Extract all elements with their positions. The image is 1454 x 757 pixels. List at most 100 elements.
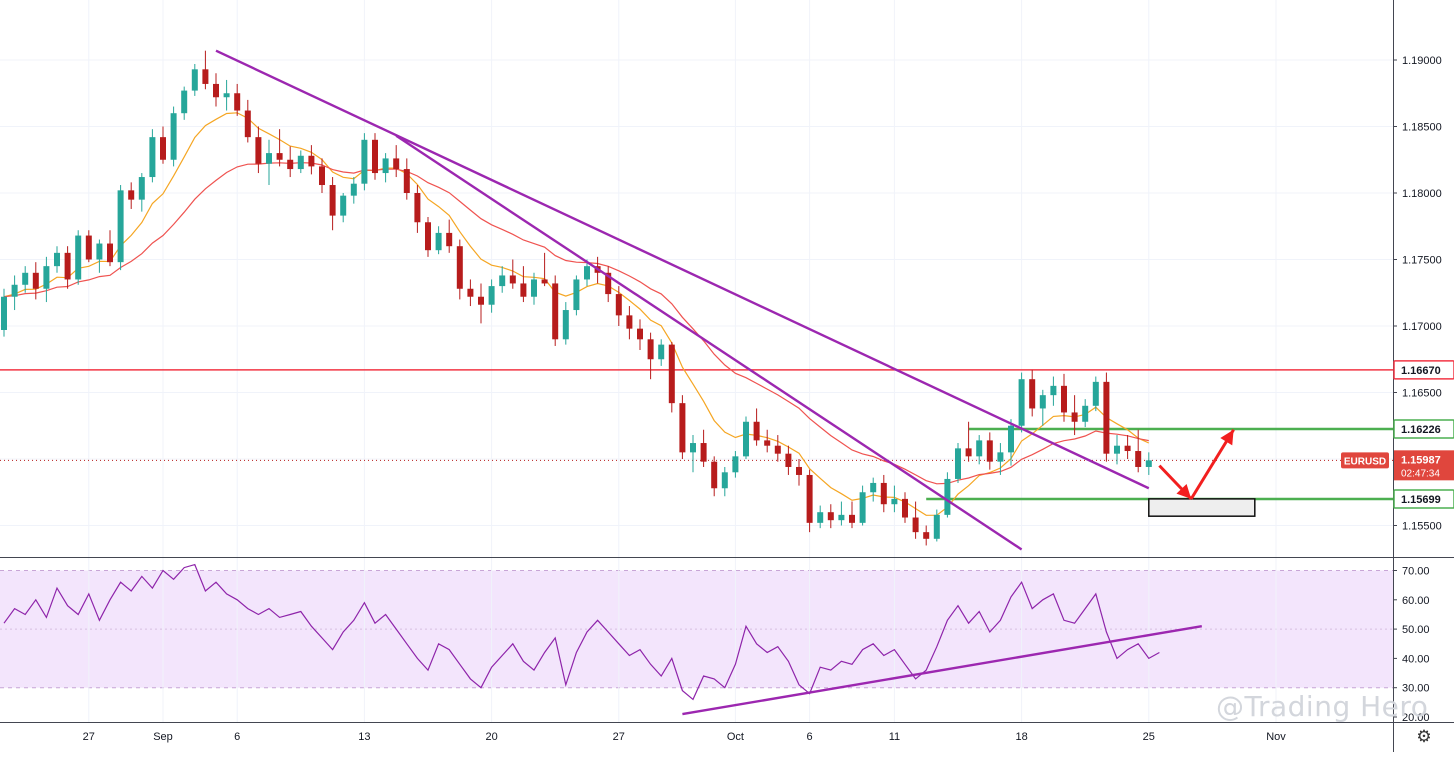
candle-body [615, 294, 622, 316]
candle-body [244, 110, 251, 138]
candle [817, 505, 824, 529]
candle [287, 146, 294, 178]
bar-countdown: 02:47:34 [1401, 468, 1440, 479]
candle-body [817, 512, 824, 523]
candle-body [721, 472, 728, 489]
candle-body [499, 275, 506, 287]
candle-body [986, 440, 993, 462]
candle [478, 283, 484, 324]
price-tick-label: 1.19000 [1402, 55, 1442, 67]
candle-body [54, 252, 60, 267]
symbol-badge [1341, 452, 1389, 469]
candle-body [541, 279, 548, 284]
candle [806, 469, 813, 533]
candle-body [944, 478, 951, 515]
candle [785, 445, 792, 475]
candle [213, 73, 219, 107]
time-tick-label: 27 [83, 731, 95, 743]
candle [43, 256, 50, 303]
candle [1008, 419, 1014, 466]
candle [1, 288, 7, 337]
time-tick-label: 27 [613, 731, 625, 743]
candle-body [711, 461, 718, 489]
candle [690, 435, 696, 473]
candle [54, 246, 60, 273]
candle-body [690, 443, 696, 453]
candle [160, 126, 166, 164]
candle [266, 139, 272, 186]
current-price-tag [1394, 450, 1454, 481]
candle-body [562, 310, 569, 340]
candle [679, 395, 686, 459]
candle [796, 459, 802, 486]
candle [191, 63, 198, 96]
candle [859, 485, 866, 526]
candle-body [234, 93, 241, 111]
candle-body [870, 482, 877, 493]
candle-body [743, 421, 749, 457]
candle [64, 246, 71, 289]
candle [573, 275, 580, 316]
candle-body [637, 328, 643, 340]
current-price: 1.15987 [1401, 454, 1441, 466]
candle-body [912, 517, 919, 533]
candle-body [1, 296, 7, 330]
candle [149, 129, 156, 183]
candle-body [753, 421, 760, 441]
level-price-tag [1393, 419, 1454, 439]
candle-body [160, 137, 166, 160]
candle-body [403, 169, 410, 193]
candle [456, 239, 463, 300]
candle-body [170, 113, 177, 160]
time-tick-label: Oct [727, 731, 744, 743]
candle [308, 145, 315, 175]
candle [181, 86, 188, 120]
candle-body [75, 235, 82, 280]
candle [244, 99, 251, 143]
rsi-axis: 20.00 30.00 40.00 50.00 60.00 70.00 [1393, 566, 1430, 724]
candle [584, 259, 590, 287]
candle [774, 435, 781, 462]
candle [615, 286, 622, 326]
candle-body [933, 514, 940, 539]
target-zone-box [1148, 498, 1256, 517]
candle-body [191, 69, 198, 91]
candle-body [955, 448, 961, 479]
candle [902, 492, 908, 523]
candle [976, 435, 983, 465]
candle-body [827, 512, 834, 521]
candle-body [1039, 395, 1046, 409]
candle-body [128, 190, 135, 200]
candle-body [605, 272, 612, 295]
candle [541, 252, 548, 287]
candle [1082, 399, 1089, 428]
candle-body [287, 159, 294, 170]
candle [85, 230, 92, 263]
candle-body [414, 193, 421, 223]
gear-icon[interactable]: ⚙ [1416, 727, 1432, 747]
candle [944, 472, 951, 518]
candle [350, 177, 357, 204]
candle-body [425, 222, 431, 251]
candle [764, 429, 771, 453]
candle [965, 421, 972, 462]
candle [827, 504, 834, 529]
candle-body [1114, 445, 1120, 454]
candle-body [138, 177, 145, 200]
candle [870, 477, 877, 502]
candle-body [626, 315, 633, 329]
level-price-label: 1.16670 [1401, 365, 1441, 377]
candle [849, 501, 855, 529]
candle-body [880, 482, 887, 505]
candle [372, 133, 378, 180]
candle-body [329, 185, 336, 216]
candle-body [1145, 460, 1152, 467]
projection-arrow-down-head [1176, 483, 1192, 499]
candle [1124, 435, 1131, 459]
candle [711, 456, 718, 497]
candle-body [456, 246, 463, 289]
candle [838, 501, 845, 526]
candle [202, 50, 209, 90]
